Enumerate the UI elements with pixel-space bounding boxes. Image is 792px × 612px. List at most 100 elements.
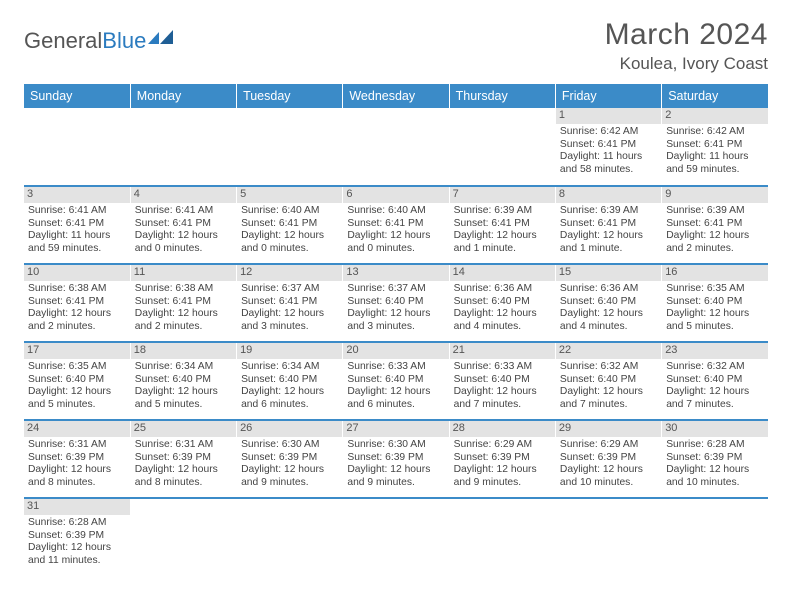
calendar-cell: 1Sunrise: 6:42 AMSunset: 6:41 PMDaylight…: [555, 108, 661, 186]
day-number: 1: [556, 108, 661, 124]
daylight-line: Daylight: 12 hours and 5 minutes.: [28, 386, 126, 412]
day-number: 27: [343, 421, 448, 437]
sunrise-line: Sunrise: 6:39 AM: [560, 205, 657, 218]
daylight-line: Daylight: 12 hours and 2 minutes.: [28, 308, 126, 334]
calendar-cell: 18Sunrise: 6:34 AMSunset: 6:40 PMDayligh…: [130, 342, 236, 420]
sunset-line: Sunset: 6:39 PM: [28, 530, 126, 543]
day-header-tuesday: Tuesday: [237, 84, 343, 108]
daylight-line: Daylight: 12 hours and 3 minutes.: [241, 308, 338, 334]
daylight-line: Daylight: 12 hours and 5 minutes.: [135, 386, 232, 412]
day-number: 20: [343, 343, 448, 359]
calendar-cell-empty: [343, 498, 449, 576]
daylight-line: Daylight: 12 hours and 2 minutes.: [135, 308, 232, 334]
calendar-cell: 15Sunrise: 6:36 AMSunset: 6:40 PMDayligh…: [555, 264, 661, 342]
calendar-cell: 8Sunrise: 6:39 AMSunset: 6:41 PMDaylight…: [555, 186, 661, 264]
sunset-line: Sunset: 6:41 PM: [454, 218, 551, 231]
day-number: 26: [237, 421, 342, 437]
daylight-line: Daylight: 11 hours and 58 minutes.: [560, 151, 657, 177]
sunset-line: Sunset: 6:39 PM: [135, 452, 232, 465]
sunrise-line: Sunrise: 6:32 AM: [560, 361, 657, 374]
calendar-cell: 14Sunrise: 6:36 AMSunset: 6:40 PMDayligh…: [449, 264, 555, 342]
day-header-row: SundayMondayTuesdayWednesdayThursdayFrid…: [24, 84, 768, 108]
calendar-cell: 26Sunrise: 6:30 AMSunset: 6:39 PMDayligh…: [237, 420, 343, 498]
sunset-line: Sunset: 6:41 PM: [666, 139, 764, 152]
sunrise-line: Sunrise: 6:39 AM: [454, 205, 551, 218]
sunset-line: Sunset: 6:39 PM: [241, 452, 338, 465]
calendar-row: 1Sunrise: 6:42 AMSunset: 6:41 PMDaylight…: [24, 108, 768, 186]
daylight-line: Daylight: 12 hours and 4 minutes.: [454, 308, 551, 334]
calendar-cell-empty: [662, 498, 768, 576]
calendar-cell: 2 Sunrise: 6:42 AMSunset: 6:41 PMDaylight…: [662, 108, 768, 186]
calendar-cell-empty: [555, 498, 661, 576]
sunset-line: Sunset: 6:40 PM: [135, 374, 232, 387]
sunrise-line: Sunrise: 6:42 AM: [666, 126, 764, 139]
daylight-line: Daylight: 12 hours and 0 minutes.: [135, 230, 232, 256]
calendar-cell: 23Sunrise: 6:32 AMSunset: 6:40 PMDayligh…: [662, 342, 768, 420]
day-number: 15: [556, 265, 661, 281]
calendar-cell-empty: [449, 498, 555, 576]
day-number: 14: [450, 265, 555, 281]
calendar-cell: 10Sunrise: 6:38 AMSunset: 6:41 PMDayligh…: [24, 264, 130, 342]
header: GeneralBlue March 2024 Koulea, Ivory Coa…: [24, 18, 768, 74]
sunrise-line: Sunrise: 6:33 AM: [347, 361, 444, 374]
title-block: March 2024 Koulea, Ivory Coast: [605, 18, 768, 74]
sunrise-line: Sunrise: 6:37 AM: [347, 283, 444, 296]
daylight-line: Daylight: 12 hours and 0 minutes.: [347, 230, 444, 256]
daylight-line: Daylight: 12 hours and 0 minutes.: [241, 230, 338, 256]
sunset-line: Sunset: 6:41 PM: [135, 218, 232, 231]
sunset-line: Sunset: 6:40 PM: [560, 296, 657, 309]
calendar-cell: 13Sunrise: 6:37 AMSunset: 6:40 PMDayligh…: [343, 264, 449, 342]
day-number: 5: [237, 187, 342, 203]
sunrise-line: Sunrise: 6:38 AM: [135, 283, 232, 296]
calendar-cell: 6Sunrise: 6:40 AMSunset: 6:41 PMDaylight…: [343, 186, 449, 264]
calendar-row: 10Sunrise: 6:38 AMSunset: 6:41 PMDayligh…: [24, 264, 768, 342]
calendar-cell: 11Sunrise: 6:38 AMSunset: 6:41 PMDayligh…: [130, 264, 236, 342]
sunset-line: Sunset: 6:41 PM: [135, 296, 232, 309]
daylight-line: Daylight: 11 hours and 59 minutes.: [666, 151, 764, 177]
sunset-line: Sunset: 6:40 PM: [454, 374, 551, 387]
daylight-line: Daylight: 12 hours and 11 minutes.: [28, 542, 126, 568]
daylight-line: Daylight: 11 hours and 59 minutes.: [28, 230, 126, 256]
sunset-line: Sunset: 6:40 PM: [560, 374, 657, 387]
title-month: March 2024: [605, 18, 768, 52]
sunset-line: Sunset: 6:39 PM: [347, 452, 444, 465]
day-number: 2: [662, 108, 768, 124]
title-location: Koulea, Ivory Coast: [605, 54, 768, 74]
daylight-line: Daylight: 12 hours and 9 minutes.: [347, 464, 444, 490]
day-number: 28: [450, 421, 555, 437]
calendar-cell-empty: [343, 108, 449, 186]
calendar-cell: 20Sunrise: 6:33 AMSunset: 6:40 PMDayligh…: [343, 342, 449, 420]
sunrise-line: Sunrise: 6:35 AM: [666, 283, 764, 296]
day-number: 13: [343, 265, 448, 281]
day-number: 18: [131, 343, 236, 359]
day-number: 4: [131, 187, 236, 203]
sunrise-line: Sunrise: 6:41 AM: [28, 205, 126, 218]
logo-text-general: General: [24, 28, 102, 54]
day-number: 3: [24, 187, 130, 203]
sunset-line: Sunset: 6:40 PM: [241, 374, 338, 387]
day-number: 21: [450, 343, 555, 359]
daylight-line: Daylight: 12 hours and 4 minutes.: [560, 308, 657, 334]
day-number: 24: [24, 421, 130, 437]
day-number: 31: [24, 499, 130, 515]
day-number: 29: [556, 421, 661, 437]
sunset-line: Sunset: 6:39 PM: [666, 452, 764, 465]
sunrise-line: Sunrise: 6:41 AM: [135, 205, 232, 218]
day-number: 25: [131, 421, 236, 437]
sunrise-line: Sunrise: 6:29 AM: [454, 439, 551, 452]
logo: GeneralBlue: [24, 18, 174, 54]
sunrise-line: Sunrise: 6:39 AM: [666, 205, 764, 218]
calendar-cell: 5Sunrise: 6:40 AMSunset: 6:41 PMDaylight…: [237, 186, 343, 264]
day-header-saturday: Saturday: [662, 84, 768, 108]
sunset-line: Sunset: 6:41 PM: [347, 218, 444, 231]
daylight-line: Daylight: 12 hours and 7 minutes.: [454, 386, 551, 412]
daylight-line: Daylight: 12 hours and 3 minutes.: [347, 308, 444, 334]
day-number: 16: [662, 265, 768, 281]
daylight-line: Daylight: 12 hours and 9 minutes.: [241, 464, 338, 490]
day-number: 10: [24, 265, 130, 281]
sunset-line: Sunset: 6:41 PM: [560, 139, 657, 152]
day-header-friday: Friday: [555, 84, 661, 108]
daylight-line: Daylight: 12 hours and 10 minutes.: [666, 464, 764, 490]
day-number: 9: [662, 187, 768, 203]
sunrise-line: Sunrise: 6:28 AM: [28, 517, 126, 530]
